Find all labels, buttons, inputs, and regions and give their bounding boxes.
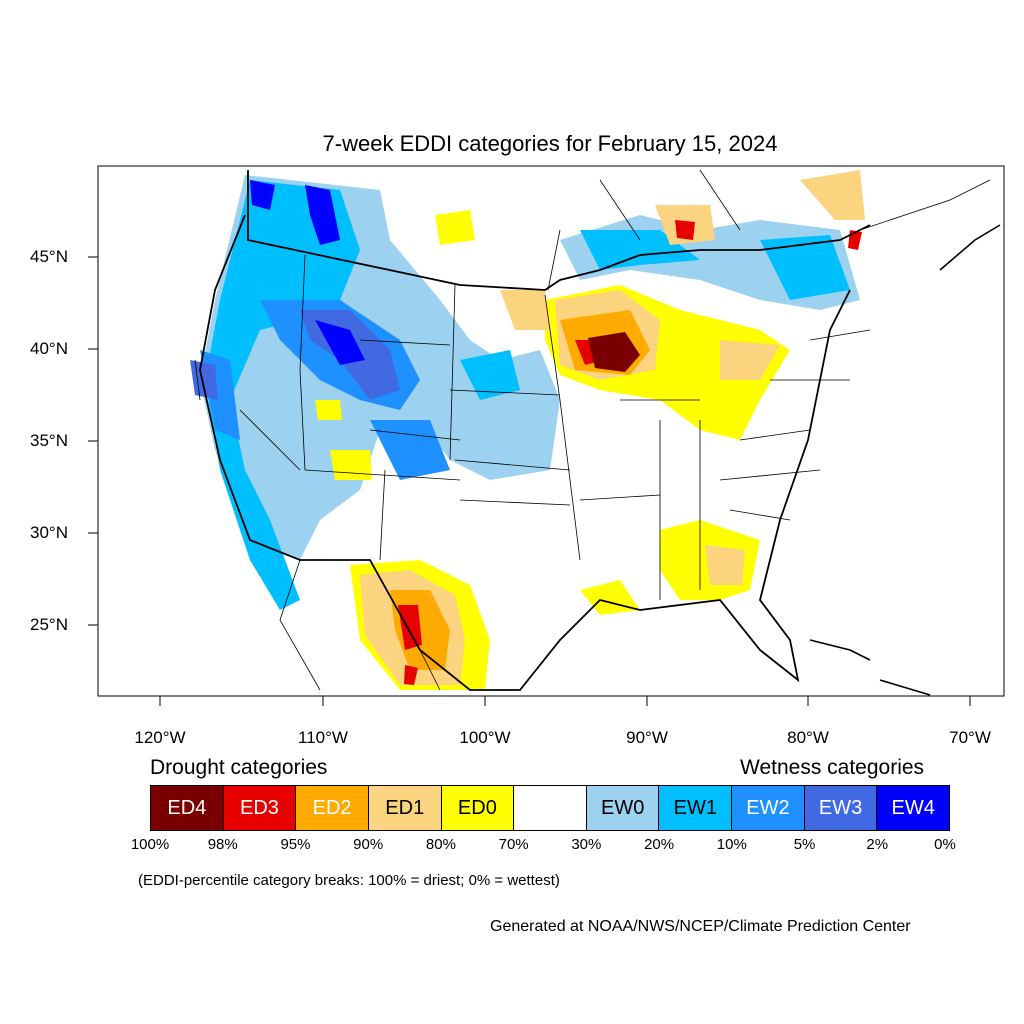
ed1-area-north [655, 170, 865, 245]
lon-label: 120°W [134, 728, 186, 747]
wetness-heading: Wetness categories [740, 756, 925, 779]
tick-marks [88, 256, 971, 706]
ew1-area-east [460, 230, 850, 400]
ed4-area-midwest [588, 332, 640, 372]
ed1-area-southeast [705, 545, 745, 585]
legend-cell: EW4 [877, 786, 950, 830]
lat-label: 40°N [30, 339, 68, 358]
lon-label: 80°W [787, 728, 829, 747]
legend-cell [514, 786, 587, 830]
legend-cell: EW1 [659, 786, 733, 830]
legend-cell: ED2 [296, 786, 369, 830]
islands [809, 224, 1001, 696]
lat-label: 45°N [30, 247, 68, 266]
ew1-area [205, 180, 360, 610]
map-title: 7-week EDDI categories for February 15, … [322, 131, 778, 156]
wetness-areas [190, 175, 860, 610]
lon-label: 110°W [298, 728, 348, 747]
lon-label: 90°W [626, 728, 668, 747]
ed0-area-west [315, 210, 475, 480]
percentile-label: 30% [571, 836, 602, 853]
legend-cell: ED1 [368, 786, 442, 830]
lon-label: 70°W [949, 728, 991, 747]
percentile-label: 20% [644, 836, 675, 853]
ed3-area-north [675, 220, 862, 250]
legend-cell: EW2 [732, 786, 805, 830]
legend-cell: ED3 [223, 786, 297, 830]
canada-lines [547, 169, 991, 291]
percentile-label: 10% [716, 836, 747, 853]
percentile-label: 100% [130, 836, 170, 853]
percentile-label: 0% [934, 836, 956, 853]
boundaries [194, 169, 1001, 696]
percentile-label: 5% [793, 836, 816, 853]
legend-cell: ED4 [151, 786, 224, 830]
percentile-label: 70% [498, 836, 529, 853]
mexico-lines [194, 359, 441, 691]
percentile-label: 90% [353, 836, 384, 853]
lat-label: 25°N [30, 615, 68, 634]
breaks-note: (EDDI-percentile category breaks: 100% =… [138, 872, 560, 889]
ed0-area-southeast [580, 520, 760, 615]
conus-outline [199, 170, 871, 691]
state-lines [239, 254, 871, 600]
percentile-label: 80% [425, 836, 456, 853]
percentile-label: 95% [280, 836, 311, 853]
ew2-area [200, 300, 450, 480]
lon-label: 100°W [459, 728, 511, 747]
plot-frame [97, 165, 1005, 697]
legend-cell: EW3 [804, 786, 878, 830]
credit-line: Generated at NOAA/NWS/NCEP/Climate Predi… [490, 918, 911, 935]
lat-label: 35°N [30, 431, 68, 450]
drought-heading: Drought categories [150, 756, 328, 779]
lat-label: 30°N [30, 523, 68, 542]
drought-areas [315, 170, 865, 690]
ew4-area [250, 180, 365, 365]
legend-cell: EW0 [586, 786, 660, 830]
legend-cell: ED0 [441, 786, 515, 830]
percentile-label: 98% [207, 836, 238, 853]
ed3-area-texas [398, 605, 422, 685]
legend-color-bar: ED4 ED3 ED2 ED1 ED0 EW0 EW1 EW2 EW3 EW4 [150, 785, 950, 831]
percentile-label: 2% [866, 836, 889, 853]
